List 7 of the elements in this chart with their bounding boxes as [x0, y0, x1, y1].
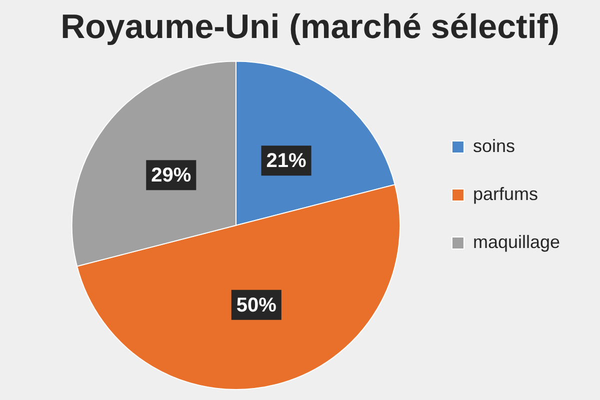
data-label: 21% — [266, 150, 306, 172]
chart-title: Royaume-Uni (marché sélectif) — [60, 8, 560, 46]
data-label: 50% — [236, 294, 277, 316]
legend-label: parfums — [472, 184, 538, 204]
legend-label: soins — [472, 136, 515, 156]
data-label: 29% — [151, 164, 192, 187]
legend-label: maquillage — [472, 232, 560, 252]
